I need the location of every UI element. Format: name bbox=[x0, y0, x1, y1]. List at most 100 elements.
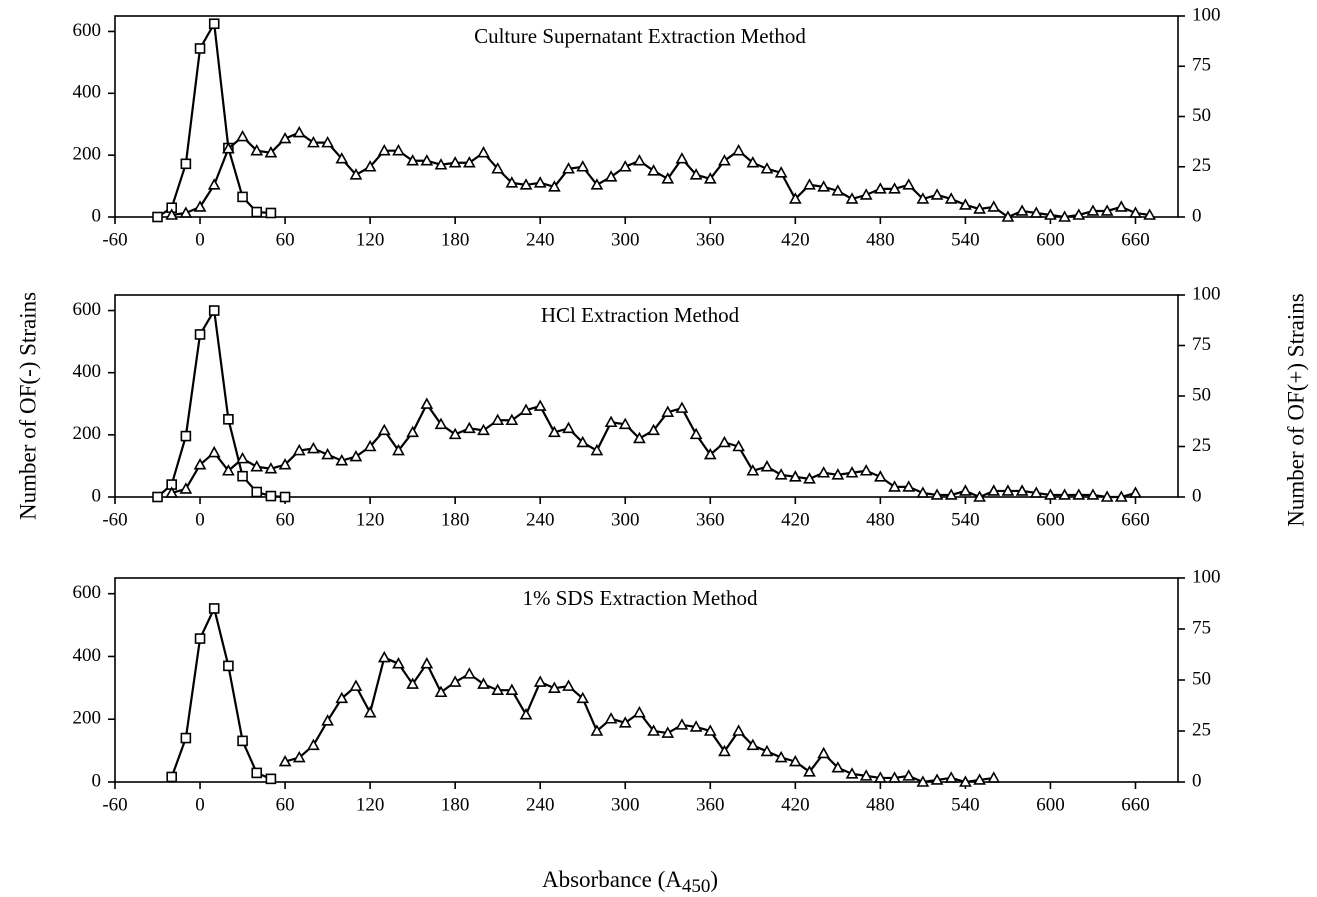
x-tick-label: 180 bbox=[441, 794, 470, 815]
triangle-marker bbox=[193, 458, 207, 470]
triangle-marker bbox=[647, 724, 660, 736]
triangle-marker bbox=[349, 168, 363, 180]
triangle-marker bbox=[491, 162, 505, 174]
triangle-marker bbox=[505, 413, 519, 426]
triangle-marker bbox=[916, 192, 930, 204]
x-tick-label: 420 bbox=[781, 509, 810, 530]
x-tick-label: 0 bbox=[195, 229, 205, 250]
triangle-marker bbox=[321, 447, 334, 460]
triangle-marker bbox=[406, 677, 419, 689]
triangle-marker bbox=[675, 152, 689, 164]
x-tick-label: 240 bbox=[526, 509, 555, 530]
triangle-marker bbox=[590, 724, 604, 736]
x-tick-label: 300 bbox=[611, 229, 640, 250]
triangle-marker bbox=[888, 771, 901, 783]
triangle-marker bbox=[703, 447, 717, 460]
x-tick-label: 660 bbox=[1121, 229, 1150, 250]
triangle-marker bbox=[434, 158, 448, 170]
x-tick-label: 600 bbox=[1036, 229, 1065, 250]
x-tick-label: 540 bbox=[951, 229, 980, 250]
square-marker bbox=[194, 633, 206, 644]
triangle-marker bbox=[647, 423, 660, 436]
triangle-marker bbox=[533, 675, 547, 687]
x-tick-label: 60 bbox=[276, 794, 295, 815]
y-tick-label: 200 bbox=[73, 144, 102, 165]
triangle-marker bbox=[774, 468, 788, 480]
triangle-marker bbox=[533, 176, 547, 188]
triangle-marker bbox=[902, 480, 916, 492]
triangle-marker bbox=[590, 443, 604, 456]
triangle-marker bbox=[1058, 488, 1071, 500]
square-marker bbox=[237, 735, 248, 747]
x-tick-label: 540 bbox=[951, 794, 980, 815]
triangle-marker bbox=[987, 484, 1001, 496]
triangle-marker bbox=[236, 451, 249, 464]
triangle-marker bbox=[618, 417, 632, 430]
triangle-marker bbox=[746, 464, 760, 476]
triangle-marker bbox=[278, 754, 292, 767]
triangle-marker bbox=[959, 775, 972, 787]
triangle-marker bbox=[165, 208, 179, 220]
triangle-marker bbox=[1015, 484, 1029, 496]
triangle-marker bbox=[321, 135, 334, 148]
x-tick-label: 660 bbox=[1121, 509, 1150, 530]
triangle-marker bbox=[675, 718, 689, 730]
y-tick-label: 0 bbox=[92, 485, 102, 506]
x-tick-label: -60 bbox=[102, 509, 127, 530]
triangle-marker bbox=[165, 486, 179, 498]
triangle-marker bbox=[349, 449, 363, 462]
triangle-marker bbox=[335, 152, 349, 164]
panel-title: HCl Extraction Method bbox=[541, 303, 740, 327]
series-line bbox=[171, 131, 1150, 219]
triangle-marker bbox=[335, 453, 349, 466]
triangle-marker bbox=[633, 705, 646, 718]
triangle-marker bbox=[1015, 204, 1029, 216]
triangle-marker bbox=[278, 458, 292, 470]
triangle-marker bbox=[321, 714, 334, 726]
x-tick-label: 180 bbox=[441, 229, 470, 250]
triangle-marker bbox=[874, 182, 887, 194]
triangle-marker bbox=[307, 738, 320, 751]
triangle-marker bbox=[1129, 486, 1142, 498]
triangle-marker bbox=[207, 445, 221, 458]
x-tick-label: 360 bbox=[696, 794, 725, 815]
triangle-marker bbox=[533, 399, 547, 411]
triangle-marker bbox=[576, 160, 590, 172]
triangle-marker bbox=[788, 192, 802, 204]
triangle-marker bbox=[987, 200, 1001, 212]
triangle-marker bbox=[377, 650, 391, 663]
y2-tick-label: 0 bbox=[1192, 770, 1202, 791]
triangle-marker bbox=[916, 775, 930, 787]
triangle-marker bbox=[902, 178, 916, 190]
x-tick-label: 480 bbox=[866, 229, 895, 250]
y-axis-label: Number of OF(-) Strains bbox=[15, 292, 40, 520]
triangle-marker bbox=[633, 431, 646, 444]
triangle-marker bbox=[1029, 206, 1043, 218]
triangle-marker bbox=[930, 773, 944, 785]
triangle-marker bbox=[689, 427, 703, 440]
x-tick-label: -60 bbox=[102, 229, 127, 250]
triangle-marker bbox=[817, 746, 831, 759]
y-tick-label: 400 bbox=[73, 645, 102, 666]
y-tick-label: 600 bbox=[73, 299, 102, 320]
triangle-marker bbox=[250, 144, 264, 156]
triangle-marker bbox=[548, 180, 561, 192]
triangle-marker bbox=[661, 405, 675, 417]
square-marker bbox=[265, 207, 277, 219]
y2-tick-label: 100 bbox=[1192, 4, 1221, 25]
series-line bbox=[156, 307, 286, 499]
square-marker bbox=[265, 773, 277, 785]
square-marker bbox=[180, 732, 192, 744]
triangle-marker bbox=[831, 468, 845, 480]
triangle-marker bbox=[788, 470, 802, 482]
y2-tick-label: 75 bbox=[1192, 617, 1211, 638]
triangle-marker bbox=[222, 142, 235, 154]
triangle-marker bbox=[647, 164, 660, 176]
series-line bbox=[170, 605, 272, 780]
triangle-marker bbox=[278, 131, 292, 144]
square-marker bbox=[152, 211, 163, 223]
triangle-marker bbox=[420, 154, 434, 166]
triangle-marker bbox=[689, 720, 703, 732]
